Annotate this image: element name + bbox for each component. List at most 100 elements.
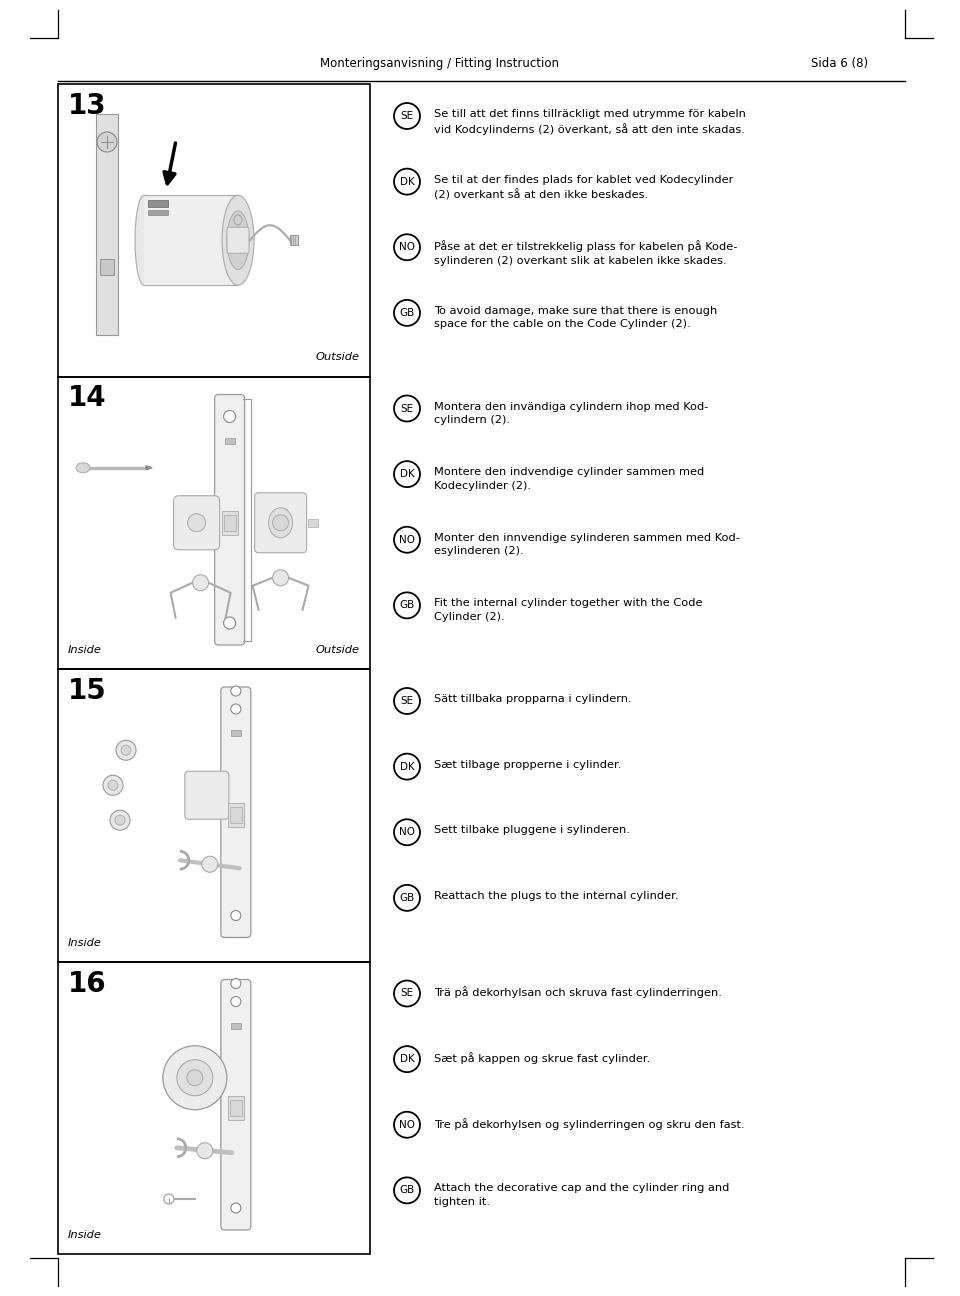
Text: Inside: Inside — [68, 645, 102, 654]
Ellipse shape — [76, 463, 90, 473]
FancyBboxPatch shape — [221, 980, 251, 1230]
Text: Påse at det er tilstrekkelig plass for kabelen på Kode-
sylinderen (2) overkant : Påse at det er tilstrekkelig plass for k… — [434, 240, 737, 266]
Circle shape — [394, 688, 420, 714]
Circle shape — [394, 885, 420, 911]
Bar — [96, 114, 118, 334]
Circle shape — [394, 754, 420, 780]
FancyBboxPatch shape — [174, 496, 220, 550]
Text: 16: 16 — [68, 969, 107, 998]
Circle shape — [394, 168, 420, 194]
Text: NO: NO — [399, 827, 415, 837]
FancyBboxPatch shape — [221, 687, 251, 937]
Circle shape — [273, 515, 289, 531]
Circle shape — [177, 1060, 213, 1095]
Text: SE: SE — [400, 403, 414, 413]
Circle shape — [187, 513, 205, 531]
Text: 15: 15 — [68, 677, 107, 705]
Text: Reattach the plugs to the internal cylinder.: Reattach the plugs to the internal cylin… — [434, 890, 679, 901]
Bar — [307, 518, 318, 526]
Ellipse shape — [222, 196, 254, 285]
Circle shape — [394, 461, 420, 487]
Circle shape — [121, 745, 131, 756]
Text: Sida 6 (8): Sida 6 (8) — [811, 57, 869, 70]
Text: To avoid damage, make sure that there is enough
space for the cable on the Code : To avoid damage, make sure that there is… — [434, 306, 717, 329]
Bar — [224, 515, 235, 531]
Bar — [148, 210, 168, 215]
Bar — [225, 438, 234, 443]
Text: 14: 14 — [68, 385, 107, 412]
Bar — [222, 511, 238, 535]
Bar — [228, 1095, 244, 1120]
Text: Outside: Outside — [316, 645, 360, 654]
Circle shape — [163, 1046, 227, 1109]
Bar — [58, 669, 370, 962]
Text: Outside: Outside — [316, 353, 360, 363]
Circle shape — [273, 570, 289, 586]
FancyBboxPatch shape — [227, 227, 249, 253]
Text: DK: DK — [399, 469, 415, 480]
Text: Sett tilbake pluggene i sylinderen.: Sett tilbake pluggene i sylinderen. — [434, 826, 630, 835]
Circle shape — [230, 686, 241, 696]
FancyBboxPatch shape — [254, 492, 306, 553]
Text: Trä på dekorhylsan och skruva fast cylinderringen.: Trä på dekorhylsan och skruva fast cylin… — [434, 986, 722, 998]
Circle shape — [394, 1177, 420, 1204]
Bar — [58, 84, 370, 377]
Circle shape — [394, 819, 420, 845]
Text: GB: GB — [399, 600, 415, 610]
Text: Se til at der findes plads for kablet ved Kodecylinder
(2) overkant så at den ik: Se til at der findes plads for kablet ve… — [434, 175, 733, 201]
Circle shape — [230, 1203, 241, 1213]
Circle shape — [224, 411, 235, 422]
Text: NO: NO — [399, 535, 415, 544]
Circle shape — [97, 132, 117, 152]
Text: Attach the decorative cap and the cylinder ring and
tighten it.: Attach the decorative cap and the cylind… — [434, 1183, 730, 1207]
Text: SE: SE — [400, 696, 414, 706]
Circle shape — [224, 617, 235, 629]
Circle shape — [394, 526, 420, 553]
Circle shape — [394, 395, 420, 421]
Circle shape — [197, 1143, 213, 1159]
Circle shape — [115, 815, 125, 826]
Text: Monteringsanvisning / Fitting Instruction: Monteringsanvisning / Fitting Instructio… — [321, 57, 560, 70]
FancyBboxPatch shape — [185, 771, 228, 819]
Text: Sätt tillbaka propparna i cylindern.: Sätt tillbaka propparna i cylindern. — [434, 693, 632, 704]
Bar — [58, 377, 370, 669]
Text: DK: DK — [399, 1054, 415, 1064]
Bar — [228, 804, 244, 827]
Polygon shape — [146, 465, 152, 469]
Text: Se till att det finns tillräckligt med utrymme för kabeln
vid Kodcylinderns (2) : Se till att det finns tillräckligt med u… — [434, 109, 746, 135]
Ellipse shape — [269, 508, 293, 538]
Circle shape — [164, 1194, 174, 1204]
Text: GB: GB — [399, 1186, 415, 1195]
Bar — [290, 236, 298, 245]
Circle shape — [193, 574, 208, 591]
Bar — [144, 196, 238, 285]
Circle shape — [394, 299, 420, 325]
Text: Inside: Inside — [68, 937, 102, 947]
Circle shape — [230, 978, 241, 989]
Circle shape — [230, 704, 241, 714]
Text: GB: GB — [399, 893, 415, 903]
Bar — [148, 201, 168, 207]
Bar — [230, 1023, 241, 1029]
FancyBboxPatch shape — [215, 394, 245, 645]
Text: DK: DK — [399, 176, 415, 187]
Ellipse shape — [227, 211, 249, 270]
Bar — [100, 258, 114, 275]
Bar — [230, 730, 241, 736]
Text: 13: 13 — [68, 92, 107, 121]
Circle shape — [116, 740, 136, 761]
Text: Monter den innvendige sylinderen sammen med Kod-
esylinderen (2).: Monter den innvendige sylinderen sammen … — [434, 533, 740, 556]
Ellipse shape — [135, 196, 153, 285]
Circle shape — [108, 780, 118, 791]
Circle shape — [394, 235, 420, 260]
Text: DK: DK — [399, 762, 415, 771]
Text: Montere den indvendige cylinder sammen med
Kodecylinder (2).: Montere den indvendige cylinder sammen m… — [434, 467, 705, 491]
Circle shape — [394, 1112, 420, 1138]
Circle shape — [230, 911, 241, 920]
Text: Tre på dekorhylsen og sylinderringen og skru den fast.: Tre på dekorhylsen og sylinderringen og … — [434, 1117, 745, 1130]
Circle shape — [394, 592, 420, 618]
Text: NO: NO — [399, 242, 415, 253]
Text: NO: NO — [399, 1120, 415, 1130]
Bar — [229, 1100, 242, 1116]
Circle shape — [394, 102, 420, 130]
